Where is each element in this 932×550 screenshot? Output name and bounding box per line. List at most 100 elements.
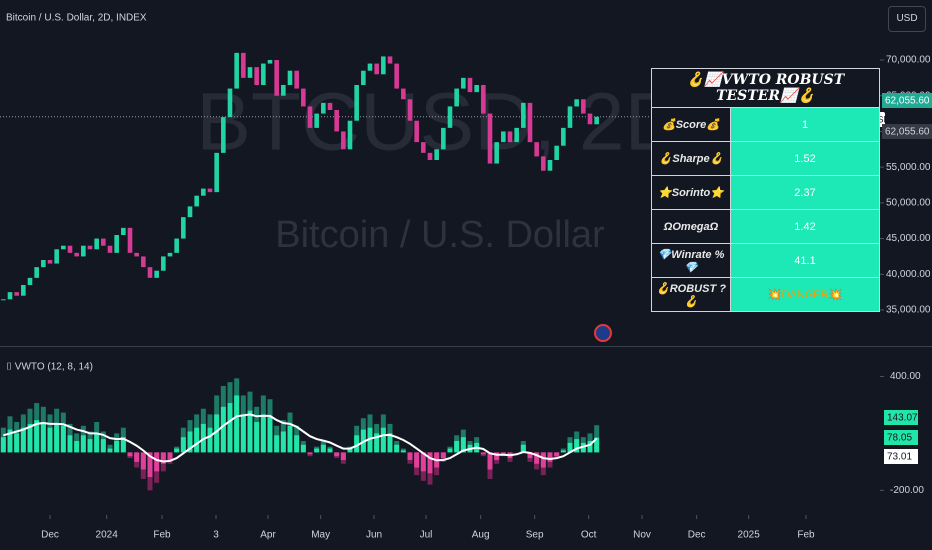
candle [521, 102, 526, 128]
candle [161, 256, 166, 271]
histogram-bar [587, 440, 593, 453]
y-tick-label: 55,000.00 [886, 162, 931, 173]
currency-button[interactable]: USD [888, 6, 926, 32]
candle [487, 113, 493, 164]
table-value: 1.52 [730, 141, 880, 176]
candle [387, 56, 393, 64]
histogram-bar [354, 435, 360, 453]
histogram-bar [534, 452, 540, 464]
table-row: 🪝ROBUST ?🪝 💥DANGER💥 [651, 277, 880, 312]
x-tick-label: May [311, 530, 330, 541]
y-tick-label: 45,000.00 [886, 233, 931, 244]
candle [561, 127, 566, 146]
candle [54, 249, 59, 264]
candle [307, 106, 313, 128]
histogram-bar [427, 452, 433, 474]
candle [154, 270, 159, 278]
x-tick-label: 2024 [96, 530, 119, 541]
table-key: ΩOmegaΩ [651, 209, 731, 244]
candle [261, 63, 266, 85]
candle [554, 145, 559, 160]
y-tick-label: 70,000.00 [886, 55, 931, 66]
histogram-bar [407, 452, 413, 460]
candle [301, 88, 306, 107]
candle [534, 142, 539, 157]
histogram-bar [554, 452, 560, 457]
candle [281, 85, 286, 96]
osc-value-box [884, 449, 918, 464]
y-tick-label: 40,000.00 [886, 269, 931, 280]
histogram-bar [214, 414, 220, 453]
osc-y-tick-label: 400.00 [890, 371, 921, 382]
histogram-bar [167, 452, 173, 460]
histogram-bar [320, 444, 326, 453]
candle [121, 227, 126, 235]
flag-icon[interactable] [594, 324, 612, 342]
histogram-bar [134, 452, 140, 462]
table-key: 💎Winrate %💎 [651, 243, 731, 278]
x-tick-label: Jul [420, 530, 433, 541]
histogram-bar [247, 410, 253, 453]
histogram-bar [540, 452, 546, 468]
candle [407, 99, 413, 121]
histogram-bar [334, 452, 340, 457]
histogram-bar [220, 406, 226, 453]
histogram-bar [240, 414, 246, 453]
signal-line [3, 413, 598, 463]
table-value: 💥DANGER💥 [730, 277, 880, 312]
table-row: 💰Score💰 1 [651, 107, 880, 142]
candle [547, 160, 553, 171]
candle [401, 88, 406, 100]
last-price-box [882, 93, 932, 108]
candle [207, 188, 213, 193]
osc-value-box [884, 430, 918, 445]
histogram-bar [527, 452, 533, 459]
histogram-bar [287, 425, 293, 453]
histogram-bar [394, 444, 400, 453]
x-tick-label: Feb [153, 530, 171, 541]
candle [14, 292, 19, 296]
histogram-bar [280, 431, 286, 453]
crosshair-box [882, 124, 932, 139]
histogram-bar [0, 437, 6, 453]
histogram-bar [340, 452, 346, 460]
candle [394, 63, 399, 89]
candle [287, 70, 293, 85]
candle [214, 152, 219, 193]
histogram-bar [487, 452, 493, 470]
candle [254, 67, 259, 85]
histogram-bar [207, 427, 213, 453]
candle [434, 149, 439, 160]
candle [367, 63, 373, 71]
candle [74, 252, 79, 257]
x-tick-label: Sep [526, 530, 544, 541]
histogram-bar [547, 452, 553, 462]
candle [587, 113, 593, 125]
candle [134, 252, 139, 257]
candle [447, 106, 453, 128]
histogram-bar [147, 452, 153, 478]
histogram-bar [20, 427, 26, 453]
candle [7, 292, 13, 300]
histogram-bar [480, 452, 486, 455]
histogram-bar [34, 420, 40, 453]
histogram-bar [307, 452, 313, 455]
candle [481, 85, 486, 114]
histogram-bar [300, 444, 306, 453]
histogram-bar [74, 440, 80, 453]
candle [234, 52, 239, 89]
histogram-bar [347, 448, 353, 453]
histogram-bar [260, 414, 266, 453]
candle [361, 70, 366, 85]
x-tick-label: Apr [260, 530, 276, 541]
osc-value-label: 143.07 [887, 413, 918, 424]
candle [107, 245, 113, 253]
table-value: 1 [730, 107, 880, 142]
histogram-bar [154, 452, 160, 472]
histogram-bar [194, 427, 200, 453]
candle [101, 238, 106, 246]
table-row: 🪝Sharpe🪝 1.52 [651, 141, 880, 176]
candle [174, 238, 179, 253]
candle [34, 267, 39, 278]
candle [527, 102, 533, 143]
